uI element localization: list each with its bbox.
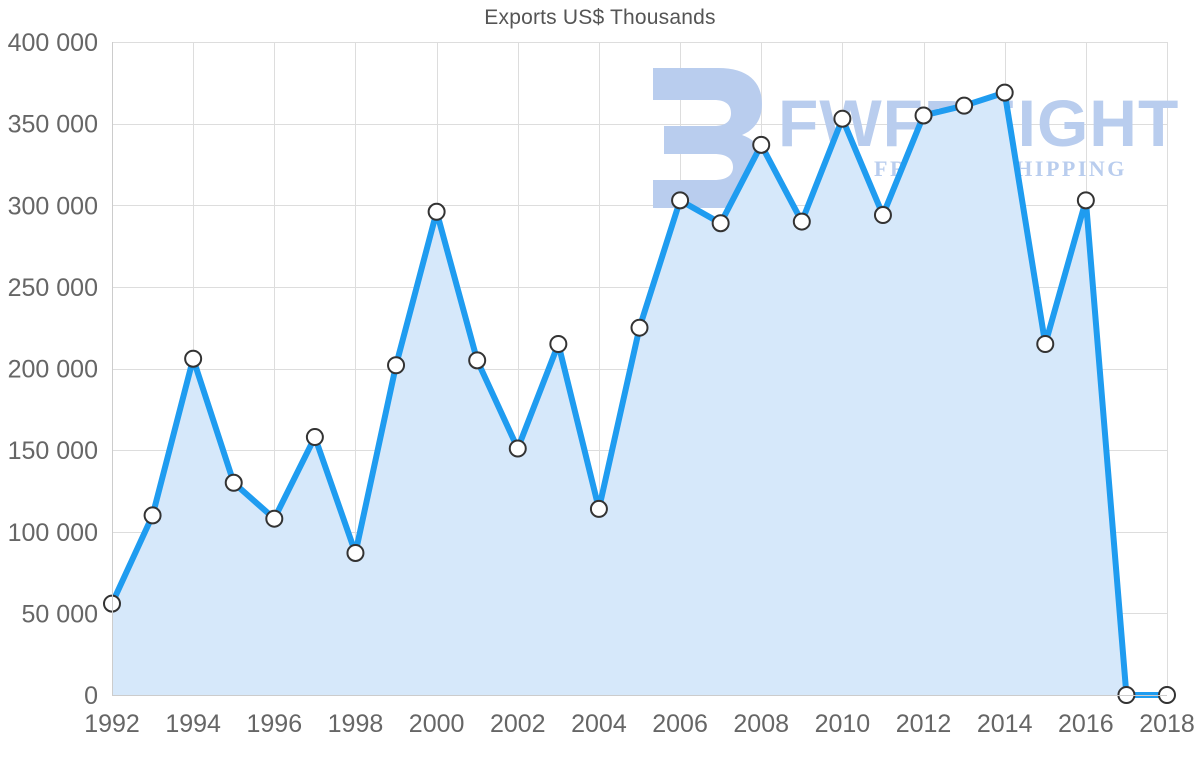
x-tick-label: 2000 (409, 710, 465, 738)
data-point-2012[interactable] (914, 106, 933, 125)
data-point-2000[interactable] (427, 202, 446, 221)
data-point-2009[interactable] (792, 212, 811, 231)
x-tick-label: 2008 (733, 710, 789, 738)
y-axis-tick-labels: 0 50 000 100 000 150 000 200 000 250 000 300 0… (8, 29, 98, 710)
data-point-2010[interactable] (833, 109, 852, 128)
data-point-1997[interactable] (305, 428, 324, 447)
axes (112, 42, 1167, 696)
x-tick-label: 1994 (165, 710, 221, 738)
x-tick-label: 2014 (977, 710, 1033, 738)
x-tick-label: 2006 (652, 710, 708, 738)
data-point-2016[interactable] (1076, 191, 1095, 210)
x-tick-label: 2004 (571, 710, 627, 738)
data-point-2005[interactable] (630, 318, 649, 337)
data-point-2015[interactable] (1036, 335, 1055, 354)
x-tick-label: 2010 (815, 710, 871, 738)
y-tick-label: 350 000 (8, 111, 98, 139)
data-point-2011[interactable] (873, 206, 892, 225)
data-point-2008[interactable] (752, 135, 771, 154)
data-point-1995[interactable] (224, 473, 243, 492)
data-point-1998[interactable] (346, 543, 365, 562)
y-tick-label: 400 000 (8, 29, 98, 57)
data-point-markers (103, 83, 1176, 704)
y-tick-label: 150 000 (8, 437, 98, 465)
area-fill (112, 92, 1167, 696)
data-point-2007[interactable] (711, 214, 730, 233)
x-tick-label: 1998 (328, 710, 384, 738)
x-tick-label: 1996 (246, 710, 302, 738)
y-tick-label: 250 000 (8, 274, 98, 302)
data-point-2003[interactable] (549, 335, 568, 354)
y-tick-label: 100 000 (8, 519, 98, 547)
chart-title: Exports US$ Thousands (484, 6, 716, 29)
data-point-2002[interactable] (508, 439, 527, 458)
data-point-1996[interactable] (265, 509, 284, 528)
data-point-1994[interactable] (184, 349, 203, 368)
data-point-1999[interactable] (387, 356, 406, 375)
x-tick-label: 1992 (84, 710, 140, 738)
x-tick-label: 2018 (1139, 710, 1195, 738)
x-tick-label: 2016 (1058, 710, 1114, 738)
y-tick-label: 50 000 (22, 600, 98, 628)
brand-logo-icon (653, 68, 766, 208)
x-tick-label: 2012 (896, 710, 952, 738)
x-axis-tick-labels: 1992 1994 1996 1998 2000 2002 2004 2006 2008 2010… (84, 710, 1195, 738)
data-point-2006[interactable] (671, 191, 690, 210)
data-point-2001[interactable] (468, 351, 487, 370)
x-tick-label: 2002 (490, 710, 546, 738)
y-tick-label: 200 000 (8, 356, 98, 384)
y-tick-label: 0 (84, 682, 98, 710)
y-tick-label: 300 000 (8, 192, 98, 220)
data-point-2004[interactable] (589, 499, 608, 518)
data-point-2013[interactable] (955, 96, 974, 115)
data-point-1993[interactable] (143, 506, 162, 525)
data-point-2014[interactable] (995, 83, 1014, 102)
